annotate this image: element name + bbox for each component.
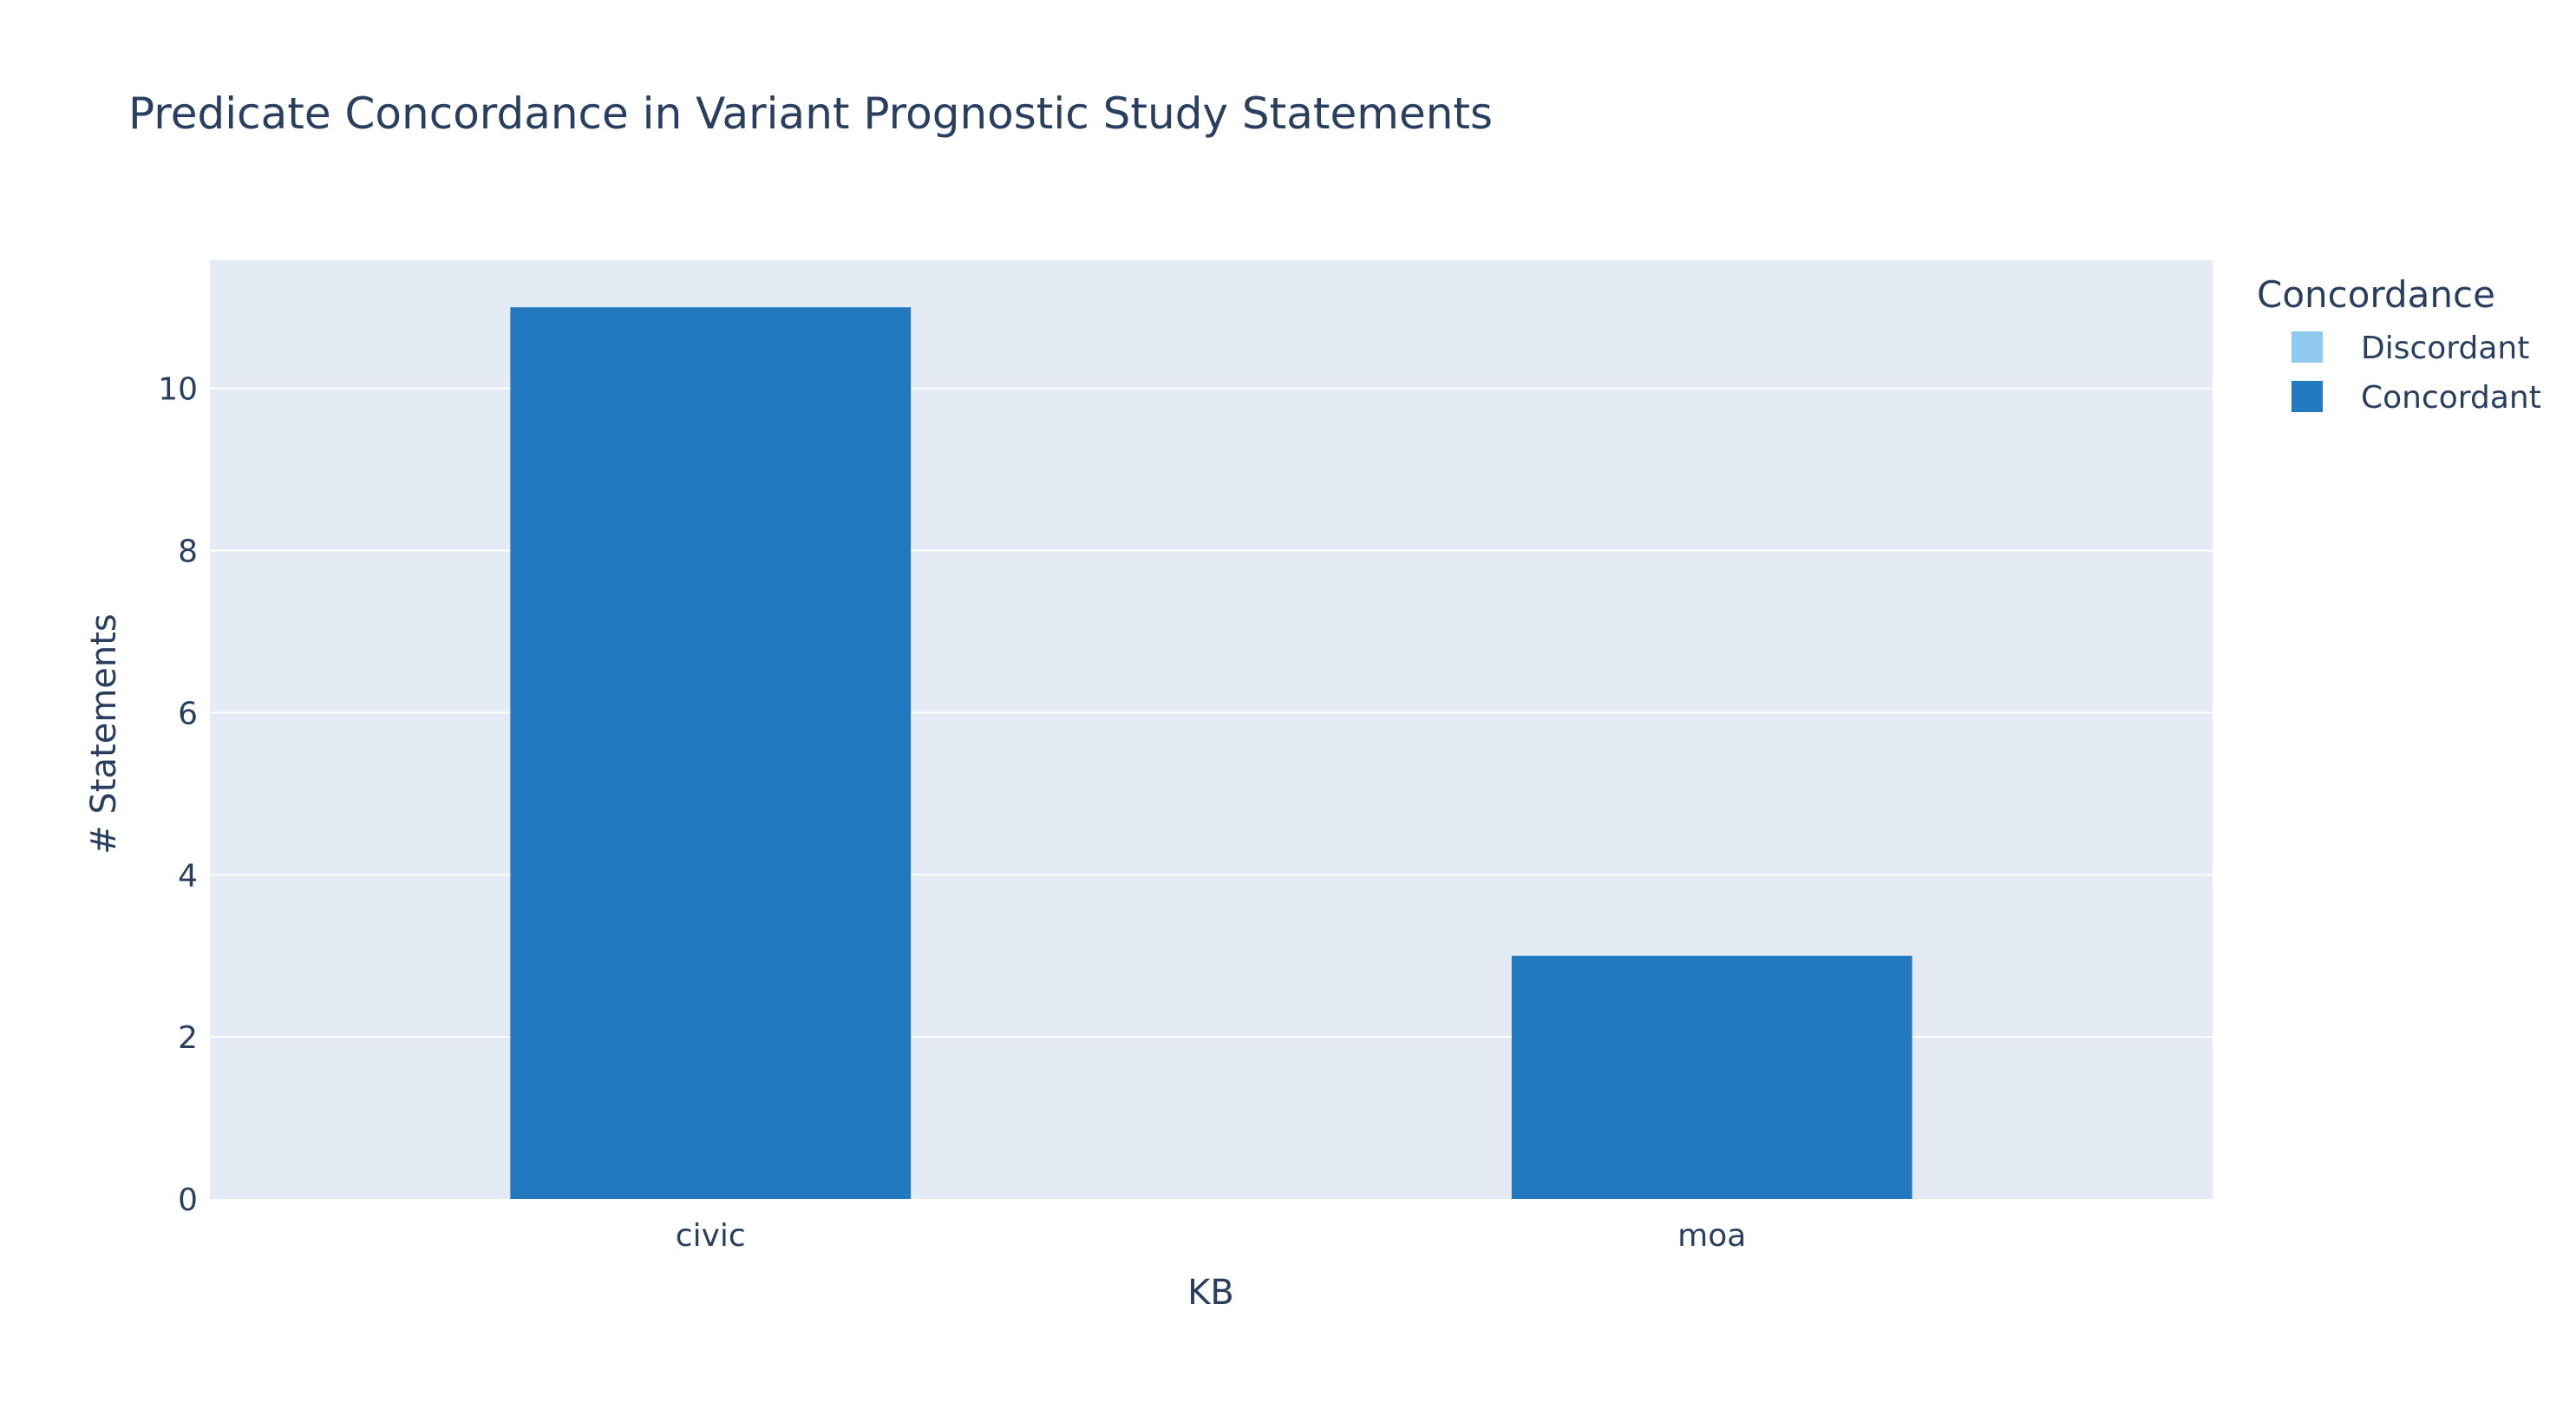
bars — [510, 307, 1912, 1199]
x-axis-title: KB — [1187, 1273, 1234, 1313]
x-axis-ticks: civic moa — [676, 1218, 1747, 1254]
y-axis-ticks: 0 2 4 6 8 10 — [158, 372, 198, 1218]
y-tick-label: 10 — [158, 372, 198, 408]
x-tick-label: civic — [676, 1218, 746, 1254]
y-tick-label: 4 — [178, 858, 198, 894]
legend-items: Discordant Concordant — [2292, 331, 2541, 416]
legend-swatch — [2292, 381, 2323, 412]
bar-civic-concordant[interactable] — [510, 307, 912, 1199]
y-axis-title: # Statements — [84, 613, 124, 855]
y-tick-label: 0 — [178, 1183, 198, 1218]
chart-title: Predicate Concordance in Variant Prognos… — [128, 88, 1493, 139]
x-tick-label: moa — [1677, 1218, 1746, 1254]
legend: Concordance Discordant Concordant — [2257, 273, 2541, 416]
legend-title: Concordance — [2257, 273, 2495, 316]
y-tick-label: 6 — [178, 696, 198, 731]
legend-item-discordant[interactable]: Discordant — [2292, 331, 2529, 366]
legend-item-concordant[interactable]: Concordant — [2292, 380, 2541, 416]
legend-label: Concordant — [2361, 380, 2541, 416]
legend-label: Discordant — [2361, 331, 2529, 366]
bar-moa-concordant[interactable] — [1511, 955, 1912, 1199]
y-tick-label: 8 — [178, 534, 198, 570]
legend-swatch — [2292, 331, 2323, 363]
y-tick-label: 2 — [178, 1020, 198, 1056]
